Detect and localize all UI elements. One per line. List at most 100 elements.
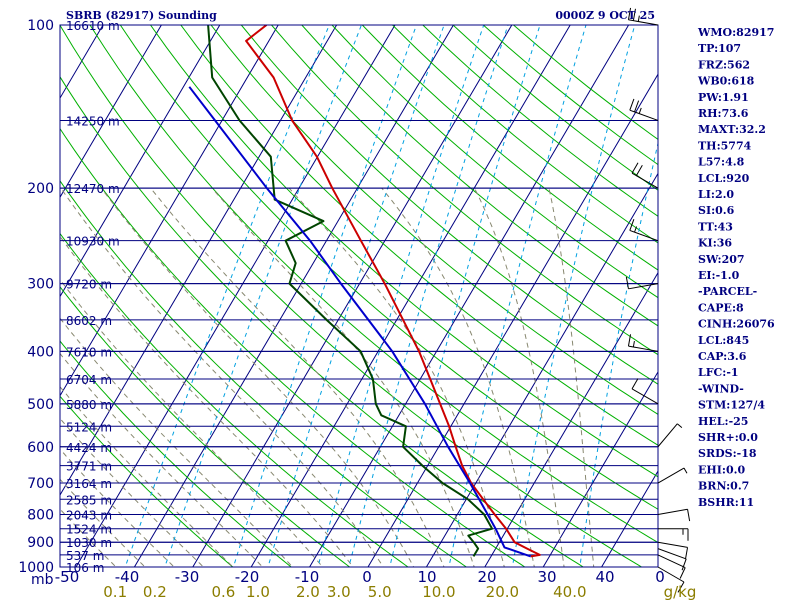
temperature-tick-label: -20 [235,568,260,586]
index-item: HEL:-25 [698,415,748,428]
height-tick-label: 3771 m [66,460,112,474]
dry-adiabat-line [301,25,658,327]
index-item: SW:207 [698,253,745,266]
height-tick-label: 106 m [66,561,104,575]
pressure-tick-label: 100 [27,18,54,34]
dry-adiabat-line [150,25,658,478]
mixing-ratio-line [511,25,636,567]
index-item: MAXT:32.2 [698,123,766,136]
height-tick-label: 6704 m [66,373,112,387]
isobars [60,24,658,568]
mixing-ratio-tick-label: 1.0 [246,583,270,600]
height-tick-label: 1030 m [66,536,112,550]
mixing-ratio-tick-label: 0.6 [211,583,235,600]
index-item: SRDS:-18 [698,447,757,460]
wind-barb [631,162,659,189]
wind-barb [657,508,691,522]
dry-adiabat-line [513,25,658,141]
dry-adiabat-line [60,232,409,567]
temperature-tick-label: -30 [175,568,200,586]
isotherm-line [542,370,658,567]
height-tick-label: 7610 m [66,345,112,359]
isotherm-line [309,25,630,567]
index-item: LFC:-1 [698,366,739,379]
pressure-tick-label: 500 [27,397,54,413]
moist-adiabat-line [60,448,175,567]
isotherm-line [60,25,104,100]
wind-barbs [625,7,691,593]
isotherm-line [484,271,658,567]
isotherm-line [425,172,658,567]
moist-adiabat-line [60,278,324,567]
dry-adiabat-line [60,340,293,567]
dry-adiabat-line [180,25,658,446]
height-tick-label: 4424 m [66,441,112,455]
wind-barb-staff [657,508,688,515]
pressure-tick-label: 900 [27,535,54,551]
wind-barb-flag [687,509,691,522]
moist-adiabat-line [60,478,146,567]
wind-barb-staff [628,283,659,290]
dry-adiabat-line [60,75,585,567]
moist-adiabat-line [60,187,384,567]
index-item: SI:0.6 [698,204,735,217]
height-tick-label: 10930 m [66,235,120,249]
dry-adiabat-line [240,25,658,385]
index-item: WB0:618 [697,75,755,88]
wind-barb-staff [628,19,659,26]
isotherm-line [367,73,658,567]
wind-barb [627,334,659,352]
index-item: EHI:0.0 [698,463,745,476]
temperature-tick-label: 20 [477,568,496,586]
mixing-ratio-tick-label: 3.0 [327,583,351,600]
height-tick-label: 8602 m [66,314,112,328]
mixing-ratio-line [579,141,658,567]
wind-barb-flag [632,340,635,348]
wind-barb-flag [679,567,686,579]
isotherm-line [192,25,513,567]
isotherm-line [0,0,1,578]
index-item: LI:2.0 [698,188,734,201]
pressure-tick-label: 300 [27,277,54,293]
wind-barb-staff [657,467,685,484]
wind-barb-staff [657,423,678,448]
isotherm-line [75,25,396,567]
wind-barb [629,218,659,242]
parcel-line [188,86,532,558]
isotherm-line [60,25,221,298]
index-item: BRN:0.7 [698,480,749,493]
index-item: EI:-1.0 [698,269,740,282]
index-item: KI:36 [698,237,732,250]
index-item: TH:5774 [698,139,752,152]
wind-barb-flag [676,423,683,429]
temperature-tick-label: -10 [295,568,320,586]
wind-barb-flag [634,226,638,233]
mixing-ratio-tick-label: 20.0 [486,583,519,600]
pressure-unit-label: mb [31,572,54,588]
wind-barb-staff [657,548,687,560]
index-item: SHR+:0.0 [698,431,758,444]
wind-barb-staff [657,554,686,569]
wind-barb-staff [657,541,688,548]
indices-panel: WMO:82917 TP:107 FRZ:562 WB0:618 PW:1.91 RH:7… [697,26,775,509]
moist-adiabat-line [211,187,475,567]
mixing-ratio-line [124,25,330,567]
moist-adiabat-line [548,188,595,567]
dry-adiabat-line [331,25,658,299]
mixing-ratio-tick-label: 40.0 [553,583,586,600]
wind-barb-flag [631,378,639,390]
temperature-tick-label: -50 [55,568,80,586]
wind-barb-flag [635,165,643,176]
dry-adiabat-line [271,25,658,356]
height-tick-label: 2585 m [66,493,112,507]
wind-barb-flag [627,7,632,20]
mixing-ratio-line [232,25,417,567]
index-item: CAP:3.6 [698,350,747,363]
mixing-ratio-tick-label: 2.0 [296,583,320,600]
wind-barb-staff [657,566,685,583]
wind-barb-flag [631,162,639,174]
mixing-ratio-line [389,25,541,567]
temperature-tick-label: 40 [595,568,614,586]
mixing-ratio-tick-label: 10.0 [422,583,455,600]
